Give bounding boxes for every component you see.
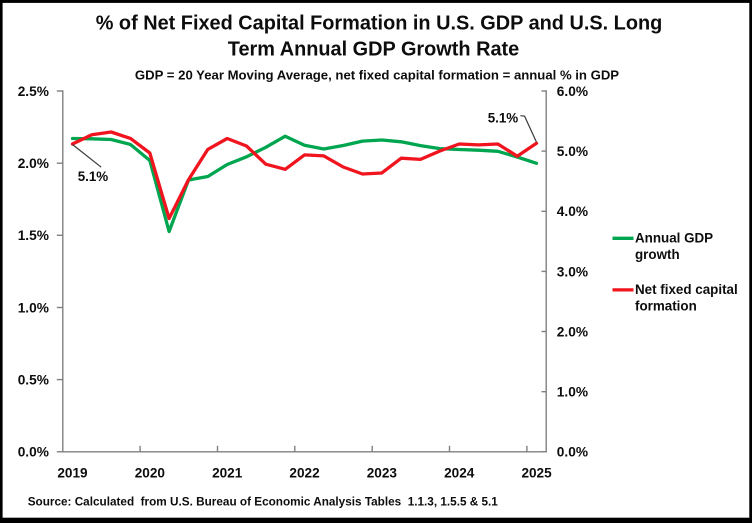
svg-text:2022: 2022 xyxy=(289,465,320,480)
svg-text:5.1%: 5.1% xyxy=(78,169,109,184)
svg-text:0.0%: 0.0% xyxy=(18,445,49,460)
svg-text:2.0%: 2.0% xyxy=(18,156,49,171)
svg-text:Annual GDP: Annual GDP xyxy=(635,230,713,245)
svg-text:Term Annual GDP Growth Rate: Term Annual GDP Growth Rate xyxy=(228,39,519,61)
svg-text:2021: 2021 xyxy=(212,465,243,480)
svg-text:% of Net Fixed Capital Formati: % of Net Fixed Capital Formation in U.S.… xyxy=(96,12,663,34)
svg-text:GDP = 20 Year Moving Average,: GDP = 20 Year Moving Average, net fixed … xyxy=(135,67,619,82)
svg-text:1.5%: 1.5% xyxy=(18,228,49,243)
svg-text:2.5%: 2.5% xyxy=(18,84,49,99)
svg-text:4.0%: 4.0% xyxy=(557,204,588,219)
svg-text:1.0%: 1.0% xyxy=(557,385,588,400)
svg-text:2.0%: 2.0% xyxy=(557,324,588,339)
svg-text:2025: 2025 xyxy=(521,465,552,480)
svg-text:2023: 2023 xyxy=(367,465,398,480)
svg-text:5.1%: 5.1% xyxy=(488,110,519,125)
svg-text:growth: growth xyxy=(635,247,680,262)
svg-text:Source: Calculated from U.S.: Source: Calculated from U.S. Bureau of E… xyxy=(28,495,499,508)
svg-text:formation: formation xyxy=(635,298,697,313)
svg-text:0.0%: 0.0% xyxy=(557,445,588,460)
svg-text:1.0%: 1.0% xyxy=(18,300,49,315)
svg-text:3.0%: 3.0% xyxy=(557,264,588,279)
svg-text:0.5%: 0.5% xyxy=(18,373,49,388)
svg-text:6.0%: 6.0% xyxy=(557,84,588,99)
svg-text:2020: 2020 xyxy=(135,465,165,480)
svg-text:2024: 2024 xyxy=(444,465,475,480)
svg-text:5.0%: 5.0% xyxy=(557,144,588,159)
svg-text:Net fixed capital: Net fixed capital xyxy=(635,282,738,297)
svg-text:2019: 2019 xyxy=(57,465,88,480)
